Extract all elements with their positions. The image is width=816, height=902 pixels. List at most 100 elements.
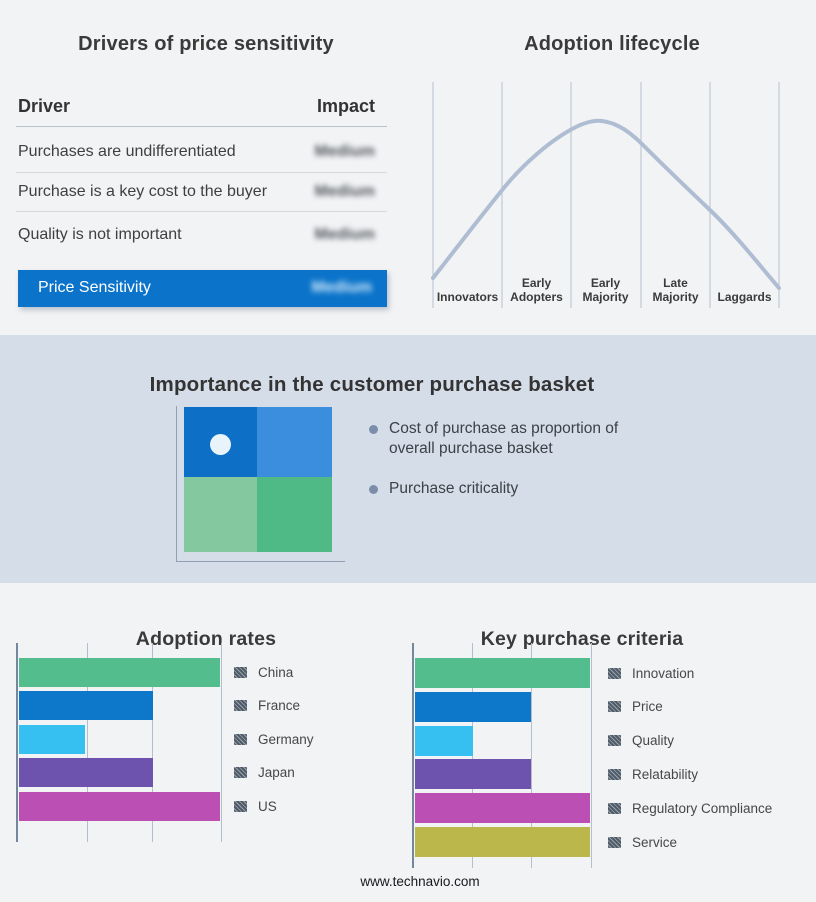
bar-us xyxy=(19,791,220,821)
driver-row: Quality is not important Medium xyxy=(18,226,375,246)
gridline xyxy=(152,643,153,842)
legend-swatch-icon xyxy=(608,802,621,814)
bottom-section: Adoption rates Key purchase criteria Chi… xyxy=(0,583,816,902)
adoption-rates-legend: China France Germany Japan US xyxy=(234,643,404,842)
top-section: Drivers of price sensitivity Driver Impa… xyxy=(0,0,816,335)
bar-china xyxy=(19,658,220,687)
legend-label: Relatability xyxy=(632,766,699,782)
legend-item-service: Service xyxy=(608,834,677,850)
price-sensitivity-row: Price Sensitivity Medium xyxy=(18,270,387,307)
stage-label-late-majority: Late Majority xyxy=(652,275,699,305)
bar-relatability xyxy=(415,759,532,790)
legend-label: France xyxy=(258,698,301,714)
bullet-item: Cost of purchase as proportion of overal… xyxy=(369,419,645,459)
impact-value-blurred: Medium xyxy=(314,226,375,243)
legend-swatch-icon xyxy=(608,667,621,679)
bar-france xyxy=(19,691,153,721)
driver-label: Purchases are undifferentiated xyxy=(18,143,236,160)
legend-label: Regulatory Compliance xyxy=(632,800,773,816)
stage-label-laggards: Laggards xyxy=(717,290,772,305)
bar-price xyxy=(415,691,532,722)
stage-label-early-majority: Early Majority xyxy=(582,275,629,305)
bar-service xyxy=(415,827,591,857)
row-divider xyxy=(16,211,387,212)
quadrant-cell-top-right xyxy=(257,407,332,477)
driver-row: Purchases are undifferentiated Medium xyxy=(18,143,375,163)
legend-swatch-icon xyxy=(234,667,247,678)
legend-item-france: France xyxy=(234,698,300,714)
legend-label: Quality xyxy=(632,733,675,749)
legend-label: Service xyxy=(632,834,678,850)
legend-swatch-icon xyxy=(608,701,621,713)
legend-swatch-icon xyxy=(234,767,247,779)
key-purchase-criteria-chart xyxy=(412,643,722,868)
drivers-panel-title: Drivers of price sensitivity xyxy=(78,32,334,55)
stage-label-early-adopters: Early Adopters xyxy=(510,275,563,305)
legend-swatch-icon xyxy=(608,836,621,848)
legend-swatch-icon xyxy=(608,735,621,747)
driver-row: Purchase is a key cost to the buyer Medi… xyxy=(18,183,375,203)
legend-item-china: China xyxy=(234,665,293,681)
purchase-basket-band: Importance in the customer purchase bask… xyxy=(0,335,816,583)
bar-japan xyxy=(19,758,153,788)
legend-label: Japan xyxy=(258,765,295,781)
adoption-rates-title: Adoption rates xyxy=(135,628,277,651)
legend-swatch-icon xyxy=(234,800,247,812)
legend-swatch-icon xyxy=(234,700,247,712)
y-axis xyxy=(412,643,414,868)
key-purchase-criteria-legend: Innovation Price Quality Relatability Regula… xyxy=(608,643,816,868)
bar-innovation xyxy=(415,658,591,688)
purchase-basket-title: Importance in the customer purchase bask… xyxy=(149,373,595,396)
legend-label: China xyxy=(258,665,294,680)
quadrant-matrix xyxy=(184,407,332,552)
bullet-text: Cost of purchase as proportion of overal… xyxy=(389,420,619,457)
lifecycle-bell-curve xyxy=(431,118,781,290)
bar-regulatory-compliance xyxy=(415,793,591,824)
legend-item-innovation: Innovation xyxy=(608,665,694,681)
legend-label: Price xyxy=(632,699,663,715)
bullet-item: Purchase criticality xyxy=(369,479,645,499)
footer-url: www.technavio.com xyxy=(360,874,480,889)
lifecycle-chart xyxy=(431,82,781,308)
driver-label: Purchase is a key cost to the buyer xyxy=(18,183,268,200)
impact-value-blurred: Medium xyxy=(314,183,375,200)
gridline xyxy=(591,643,592,868)
bullet-text: Purchase criticality xyxy=(389,480,519,497)
impact-value-blurred: Medium xyxy=(314,143,375,160)
gridline xyxy=(221,643,222,842)
quadrant-cell-bottom-left xyxy=(184,477,257,552)
legend-item-japan: Japan xyxy=(234,765,295,781)
gridline xyxy=(531,643,532,868)
legend-item-price: Price xyxy=(608,699,663,715)
legend-label: US xyxy=(258,798,277,814)
adoption-rates-chart xyxy=(0,643,310,842)
stage-label-innovators: Innovators xyxy=(436,290,499,305)
legend-item-quality: Quality xyxy=(608,733,674,749)
gridline xyxy=(87,643,88,842)
lifecycle-panel-title: Adoption lifecycle xyxy=(524,32,700,55)
y-axis xyxy=(16,643,18,842)
legend-swatch-icon xyxy=(608,768,621,780)
bar-germany xyxy=(19,724,86,754)
header-divider xyxy=(16,126,387,127)
legend-item-us: US xyxy=(234,798,277,814)
legend-label: Innovation xyxy=(632,665,695,681)
impact-value-blurred: Medium xyxy=(311,279,372,296)
legend-item-germany: Germany xyxy=(234,731,314,747)
bar-quality xyxy=(415,725,473,756)
quadrant-axes xyxy=(176,406,345,562)
column-header-driver: Driver xyxy=(18,96,71,116)
legend-item-regulatory-compliance: Regulatory Compliance xyxy=(608,800,772,816)
driver-label: Quality is not important xyxy=(18,226,182,243)
column-header-impact: Impact xyxy=(316,96,375,116)
quadrant-cell-bottom-right xyxy=(257,477,332,552)
row-divider xyxy=(16,172,387,173)
position-marker-dot xyxy=(210,434,231,455)
legend-swatch-icon xyxy=(234,733,247,745)
bullet-icon xyxy=(369,485,378,494)
legend-label: Germany xyxy=(258,731,314,747)
price-sensitivity-label: Price Sensitivity xyxy=(38,279,151,296)
legend-item-relatability: Relatability xyxy=(608,766,698,782)
bullet-icon xyxy=(369,425,378,434)
